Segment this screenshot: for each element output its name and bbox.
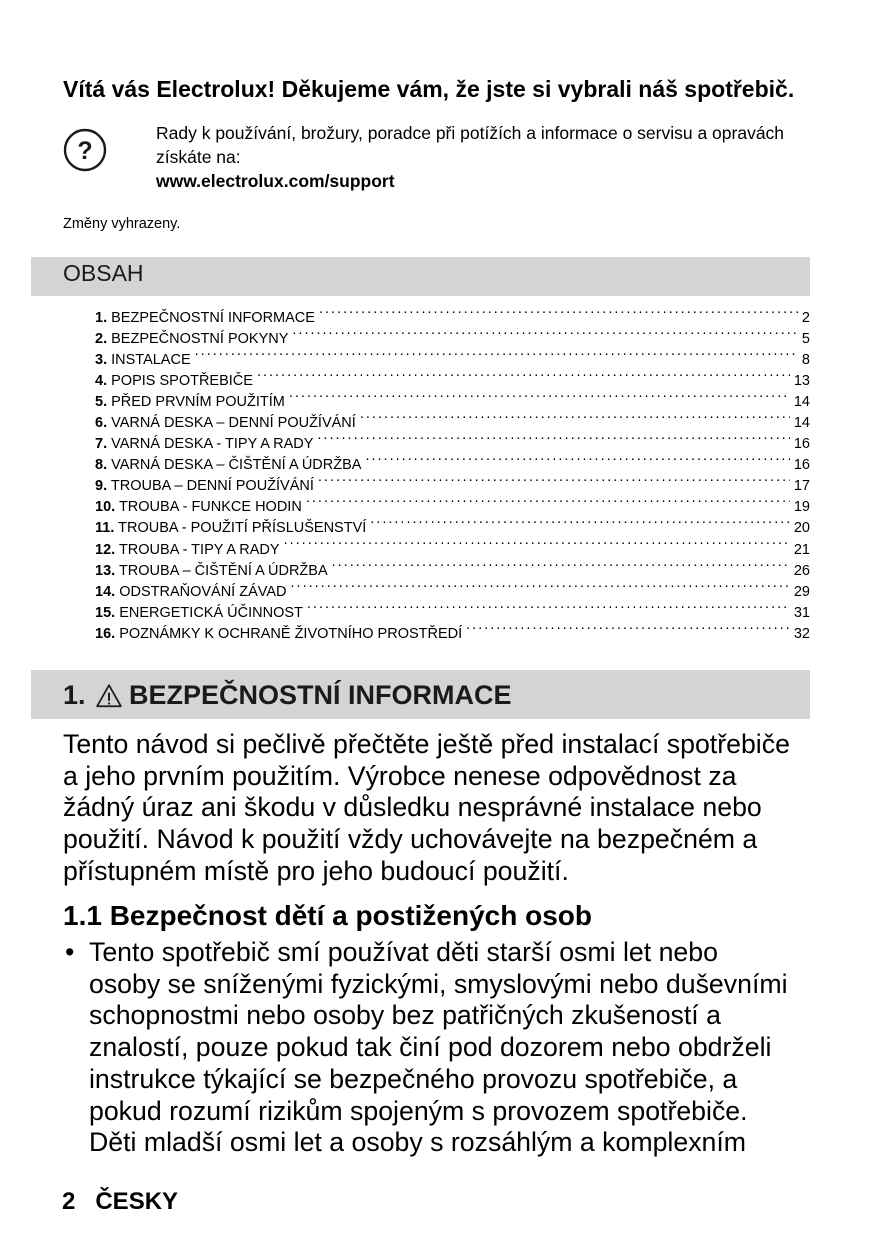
svg-text:?: ? xyxy=(77,137,92,165)
